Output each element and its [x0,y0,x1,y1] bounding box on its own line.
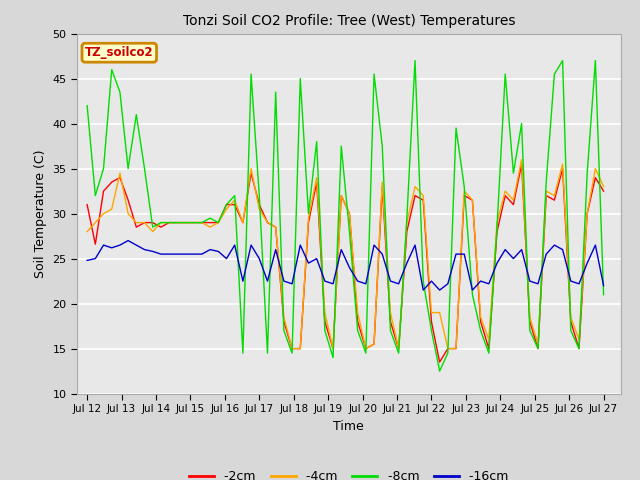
X-axis label: Time: Time [333,420,364,432]
Title: Tonzi Soil CO2 Profile: Tree (West) Temperatures: Tonzi Soil CO2 Profile: Tree (West) Temp… [182,14,515,28]
Text: TZ_soilco2: TZ_soilco2 [85,46,154,59]
Legend:  -2cm,  -4cm,  -8cm,  -16cm: -2cm, -4cm, -8cm, -16cm [184,465,514,480]
Y-axis label: Soil Temperature (C): Soil Temperature (C) [34,149,47,278]
